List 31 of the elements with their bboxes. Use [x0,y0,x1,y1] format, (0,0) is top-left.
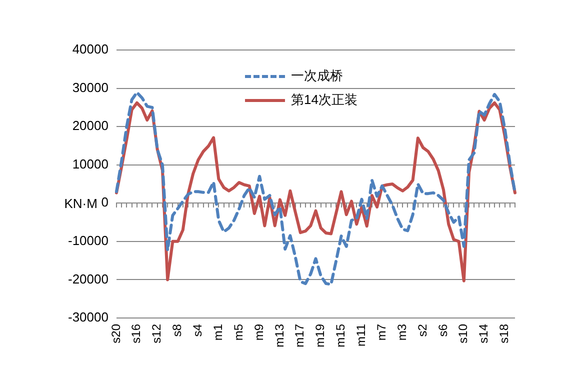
x-tick-label: m1 [210,324,225,341]
x-tick-label: s14 [476,324,491,344]
x-tick-label: m3 [394,324,409,341]
y-tick-label: -30000 [68,310,108,325]
x-tick-label: m5 [231,324,246,341]
x-tick-label: m11 [354,324,368,346]
x-tick-label: m13 [272,324,286,348]
y-tick-label: 20000 [72,118,108,134]
x-tick-label: m7 [374,324,388,341]
x-tick-label: s16 [129,324,144,344]
x-tick-label: s8 [170,324,184,337]
x-tick-label: m9 [252,324,266,341]
x-tick-label: s20 [108,324,123,344]
y-tick-label: -10000 [68,233,108,248]
x-tick-label: s4 [190,324,205,337]
legend-label: 一次成桥 [291,67,343,85]
x-tick-label: s18 [497,324,512,344]
x-tick-label: s6 [436,324,450,337]
y-axis-title: KN·M [64,196,98,211]
x-tick-label: m17 [292,324,307,348]
y-tick-label: 30000 [72,80,108,95]
legend-label: 第14次正装 [291,91,358,109]
x-tick-label: s12 [150,324,164,344]
y-tick-label: -20000 [68,271,108,286]
y-tick-label: 40000 [72,42,108,57]
x-tick-label: m19 [313,324,328,348]
x-tick-label: s10 [456,324,470,344]
y-tick-label: 10000 [72,156,108,172]
x-tick-label: s2 [415,324,430,337]
x-tick-label: m15 [334,324,348,348]
y-tick-label: 0 [101,194,108,210]
